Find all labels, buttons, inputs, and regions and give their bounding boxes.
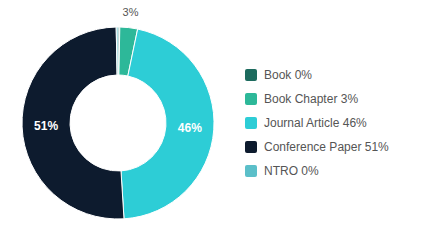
legend-swatch bbox=[245, 141, 257, 153]
donut-slice bbox=[121, 29, 214, 219]
legend-label: Conference Paper 51% bbox=[264, 140, 389, 154]
legend-label: NTRO 0% bbox=[264, 164, 319, 178]
data-label: 51% bbox=[34, 119, 58, 133]
legend-swatch bbox=[245, 69, 257, 81]
chart: 3% 46% 51% Book 0% Book Chapter 3% Journal Ar… bbox=[0, 0, 443, 246]
legend-label: Book 0% bbox=[264, 68, 312, 82]
legend-label: Book Chapter 3% bbox=[264, 92, 358, 106]
legend-label: Journal Article 46% bbox=[264, 116, 367, 130]
legend-swatch bbox=[245, 117, 257, 129]
data-label: 46% bbox=[178, 121, 202, 135]
donut-slice bbox=[22, 27, 124, 219]
donut-slice bbox=[116, 27, 118, 75]
data-labels: 3% 46% 51% bbox=[34, 6, 202, 135]
legend-swatch bbox=[245, 93, 257, 105]
legend: Book 0% Book Chapter 3% Journal Article 46… bbox=[245, 68, 389, 178]
data-label: 3% bbox=[123, 6, 139, 18]
legend-swatch bbox=[245, 165, 257, 177]
donut bbox=[22, 27, 214, 219]
